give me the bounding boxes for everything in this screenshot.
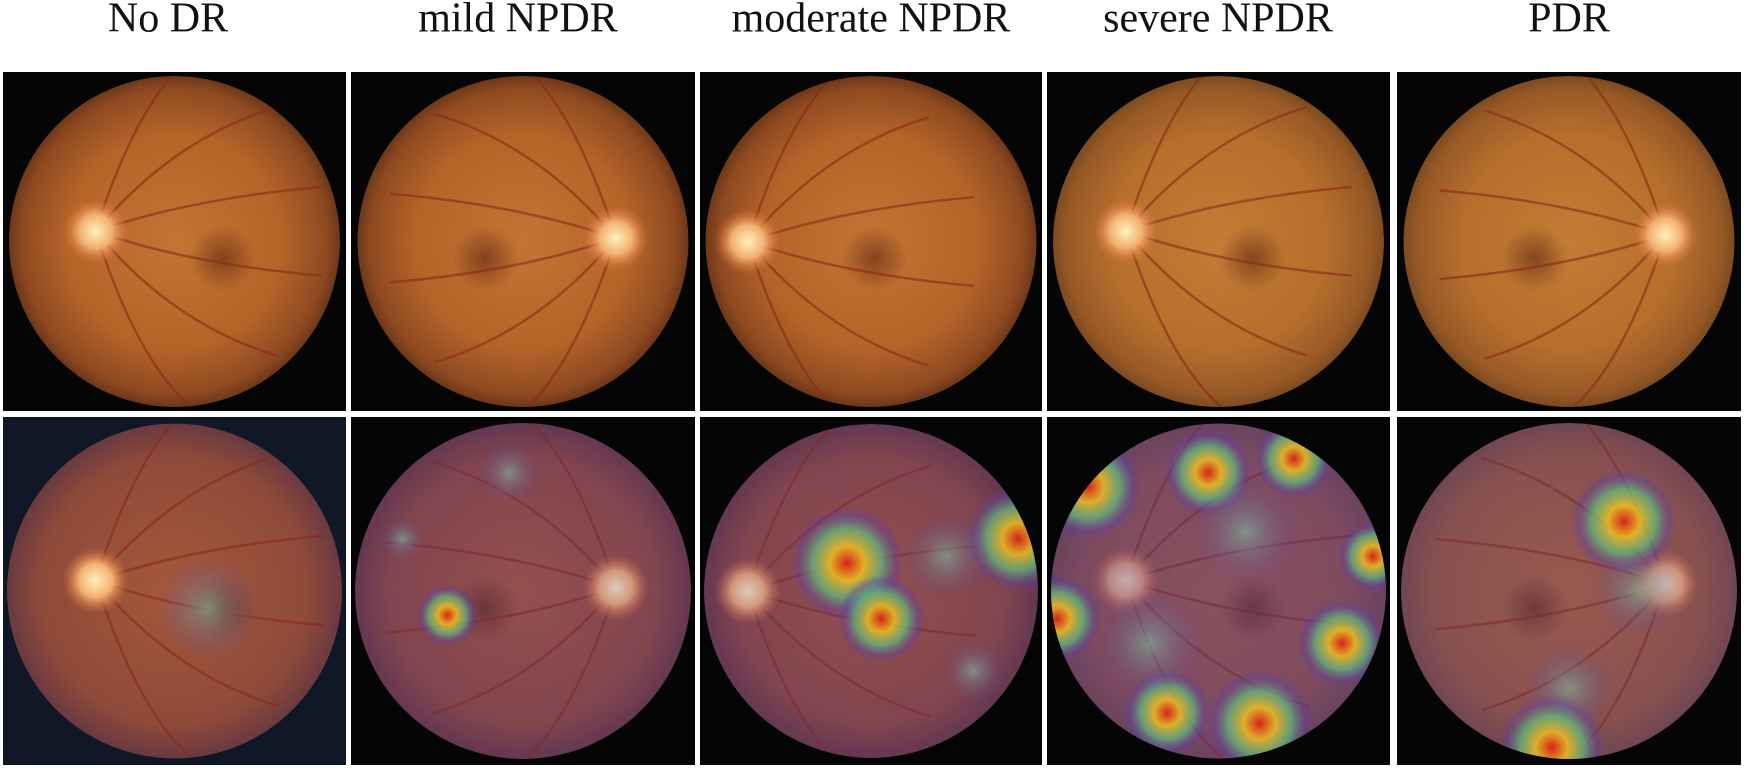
vessel [1124, 76, 1227, 232]
fundus-panel [1397, 72, 1741, 411]
optic-disc [1632, 201, 1699, 268]
vessel [746, 590, 850, 758]
vessel [515, 237, 618, 407]
optic-disc [582, 553, 650, 622]
macula [1501, 574, 1569, 643]
fundus-panel [351, 72, 695, 411]
optic-disc [714, 557, 782, 625]
retina [357, 76, 689, 407]
retina-disc [9, 76, 340, 407]
vessel [94, 76, 197, 232]
vessel [94, 230, 197, 407]
retina [705, 76, 1037, 407]
heat-blob [1192, 478, 1300, 586]
macula [452, 225, 519, 292]
heat-blob [942, 639, 1005, 703]
retina [7, 423, 342, 759]
column-title: No DR [108, 0, 228, 42]
heat-blob [1051, 574, 1102, 664]
heat-blob [155, 554, 263, 662]
column-title: PDR [1528, 0, 1610, 42]
vessel [1124, 230, 1227, 407]
column-titles: No DR mild NPDR moderate NPDR severe NPD… [108, 0, 1610, 42]
fundus-panel [3, 72, 346, 411]
fundus-panel [1047, 72, 1390, 411]
heat-blob [1096, 589, 1204, 697]
heatmap-panel [700, 417, 1042, 765]
retina-disc [355, 423, 691, 759]
optic-disc [1092, 198, 1159, 265]
heat-blob [901, 511, 991, 601]
retina-disc [1403, 76, 1735, 407]
vessel [513, 423, 618, 588]
macula [1219, 225, 1286, 292]
heatmap-panel [1047, 417, 1390, 765]
retina [9, 76, 340, 407]
retina [1401, 423, 1737, 759]
optic-disc [62, 198, 129, 265]
vessel [746, 241, 849, 407]
macula [1501, 225, 1568, 292]
vessel [1564, 234, 1667, 407]
heat-blob [477, 441, 541, 504]
column-title: mild NPDR [418, 0, 618, 42]
vessel [746, 76, 849, 242]
tint [1403, 76, 1735, 407]
retina [704, 424, 1038, 758]
optic-disc [582, 205, 649, 272]
vessel [513, 587, 618, 759]
retina [1053, 76, 1384, 407]
heatmap-panel [3, 417, 346, 765]
heat-blob [964, 485, 1038, 593]
heat-blob [1498, 693, 1606, 759]
vessel [94, 580, 198, 759]
vessel [515, 76, 618, 239]
heat-blob [1297, 598, 1386, 688]
heat-blob [1337, 520, 1386, 592]
heat-blob [836, 574, 926, 664]
heatmap-panel [1397, 417, 1741, 765]
vessel [94, 423, 198, 581]
fundus-panel [700, 72, 1042, 411]
macula [1219, 574, 1287, 642]
heat-blob [380, 516, 425, 562]
heat-blob [416, 584, 479, 647]
retina [1403, 76, 1735, 407]
column-title: moderate NPDR [732, 0, 1011, 42]
macula [841, 225, 908, 292]
tint [1053, 76, 1384, 407]
retina-disc [357, 76, 689, 407]
optic-disc [714, 208, 781, 275]
retina-disc [1053, 76, 1384, 407]
heatmap-panel [351, 417, 695, 765]
heat-blob [1570, 467, 1678, 576]
retina [355, 423, 691, 759]
vessel [1564, 76, 1667, 236]
heat-base [355, 423, 691, 759]
vessel [746, 424, 850, 592]
macula [189, 225, 256, 292]
optic-disc [62, 547, 130, 615]
heat-blob [1593, 546, 1683, 636]
column-title: severe NPDR [1103, 0, 1333, 42]
